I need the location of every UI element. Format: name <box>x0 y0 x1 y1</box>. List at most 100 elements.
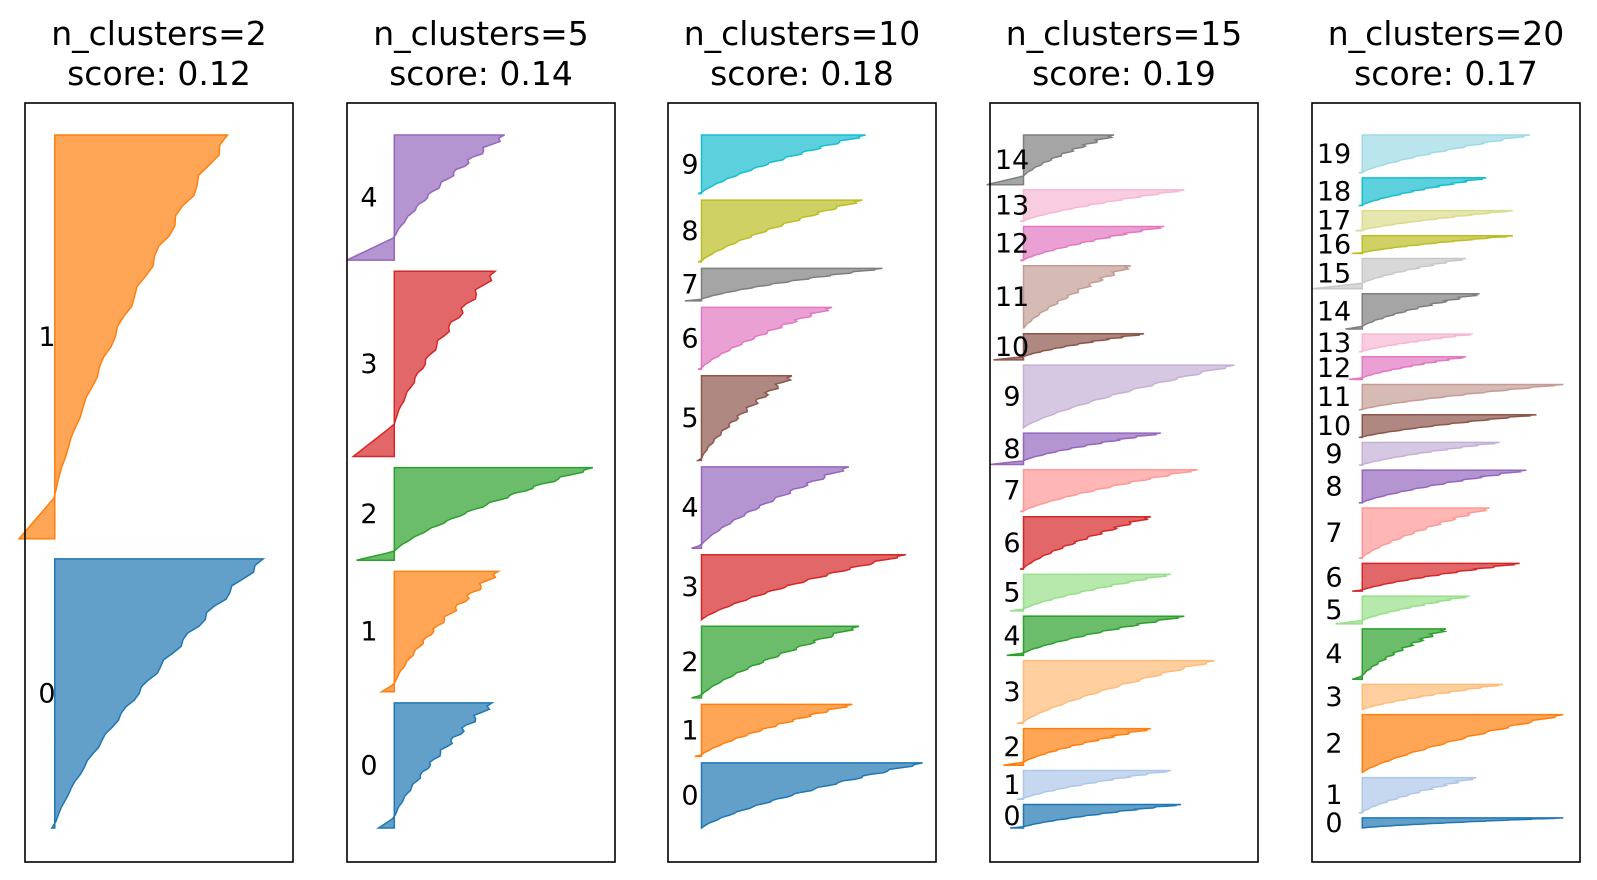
cluster-label: 6 <box>1325 562 1342 593</box>
cluster-silhouette <box>700 553 907 622</box>
cluster-silhouette <box>691 625 860 699</box>
cluster-label: 5 <box>1325 595 1342 626</box>
cluster-label: 2 <box>681 647 698 678</box>
axes-frame <box>24 102 294 863</box>
cluster-label: 9 <box>1325 439 1342 470</box>
panel-title: n_clusters=15 <box>1006 14 1242 53</box>
cluster-label: 1 <box>681 715 698 746</box>
cluster-label: 9 <box>1003 382 1020 413</box>
panel-score: score: 0.19 <box>1032 54 1216 93</box>
cluster-label: 13 <box>1317 328 1351 359</box>
cluster-label: 7 <box>1003 476 1020 507</box>
cluster-label: 0 <box>681 780 698 811</box>
cluster-label: 4 <box>1325 639 1342 670</box>
cluster-silhouette <box>1358 413 1537 439</box>
panel-title: n_clusters=5 <box>373 14 588 53</box>
cluster-label: 16 <box>1317 230 1351 261</box>
cluster-silhouette <box>1361 713 1564 774</box>
cluster-silhouette <box>684 267 883 302</box>
cluster-silhouette <box>697 306 833 371</box>
cluster-silhouette <box>1358 441 1500 466</box>
cluster-silhouette <box>1358 177 1487 207</box>
cluster-silhouette <box>1348 356 1467 381</box>
cluster-label: 2 <box>1325 729 1342 760</box>
panel-title: n_clusters=20 <box>1328 14 1564 53</box>
cluster-silhouette <box>1022 265 1131 329</box>
cluster-silhouette <box>1352 235 1514 255</box>
axes-frame <box>667 102 937 863</box>
cluster-silhouette <box>1351 628 1448 681</box>
panel-score: score: 0.17 <box>1354 54 1538 93</box>
cluster-label: 4 <box>1003 621 1020 652</box>
cluster-silhouette <box>691 466 850 549</box>
cluster-silhouette <box>1003 727 1151 766</box>
panel-title: n_clusters=10 <box>684 14 920 53</box>
cluster-label: 7 <box>1325 518 1342 549</box>
cluster-label: 12 <box>995 229 1029 260</box>
cluster-label: 0 <box>38 678 55 709</box>
cluster-label: 4 <box>681 493 698 524</box>
cluster-label: 10 <box>1317 411 1351 442</box>
cluster-silhouette <box>1361 817 1564 829</box>
cluster-label: 8 <box>681 216 698 247</box>
cluster-silhouette <box>1355 209 1514 232</box>
cluster-silhouette <box>1019 516 1151 570</box>
cluster-silhouette <box>351 270 498 458</box>
cluster-silhouette <box>1311 257 1467 290</box>
cluster-silhouette <box>1358 134 1530 174</box>
cluster-label: 4 <box>360 183 377 214</box>
cluster-silhouette <box>1010 573 1172 612</box>
cluster-silhouette <box>1358 333 1473 353</box>
cluster-label: 1 <box>1003 770 1020 801</box>
panel-score: score: 0.12 <box>67 54 251 93</box>
panel-score: score: 0.14 <box>389 54 573 93</box>
cluster-silhouette <box>1016 769 1171 800</box>
cluster-label: 14 <box>995 145 1029 176</box>
cluster-label: 3 <box>1325 682 1342 713</box>
axes-frame <box>346 102 616 863</box>
axes-frame <box>989 102 1259 863</box>
cluster-label: 3 <box>360 349 377 380</box>
cluster-label: 6 <box>681 323 698 354</box>
cluster-label: 10 <box>995 332 1029 363</box>
cluster-silhouette <box>1006 615 1185 657</box>
cluster-silhouette <box>694 703 853 758</box>
axes-frame <box>1311 102 1581 863</box>
cluster-label: 19 <box>1317 139 1351 170</box>
cluster-silhouette <box>993 332 1145 361</box>
cluster-silhouette <box>1358 507 1490 560</box>
cluster-label: 11 <box>995 282 1029 313</box>
cluster-label: 3 <box>1003 677 1020 708</box>
cluster-silhouette <box>1358 383 1564 411</box>
cluster-silhouette <box>1022 364 1235 430</box>
cluster-label: 1 <box>38 322 55 353</box>
cluster-silhouette <box>1019 189 1185 223</box>
cluster-label: 1 <box>360 617 377 648</box>
cluster-label: 0 <box>360 750 377 781</box>
cluster-label: 17 <box>1317 206 1351 237</box>
cluster-label: 13 <box>995 191 1029 222</box>
cluster-silhouette <box>1361 683 1504 711</box>
cluster-label: 2 <box>360 499 377 530</box>
cluster-label: 0 <box>1325 808 1342 839</box>
cluster-silhouette <box>989 432 1161 466</box>
cluster-label: 7 <box>681 270 698 301</box>
cluster-label: 1 <box>1325 780 1342 811</box>
cluster-label: 12 <box>1317 353 1351 384</box>
cluster-silhouette <box>17 134 230 540</box>
cluster-label: 5 <box>681 403 698 434</box>
cluster-silhouette <box>697 134 866 195</box>
cluster-silhouette <box>986 134 1115 186</box>
cluster-label: 15 <box>1317 259 1351 290</box>
cluster-silhouette <box>1019 225 1165 262</box>
cluster-label: 2 <box>1003 732 1020 763</box>
cluster-silhouette <box>700 762 923 830</box>
cluster-label: 18 <box>1317 177 1351 208</box>
cluster-silhouette <box>1358 469 1527 504</box>
